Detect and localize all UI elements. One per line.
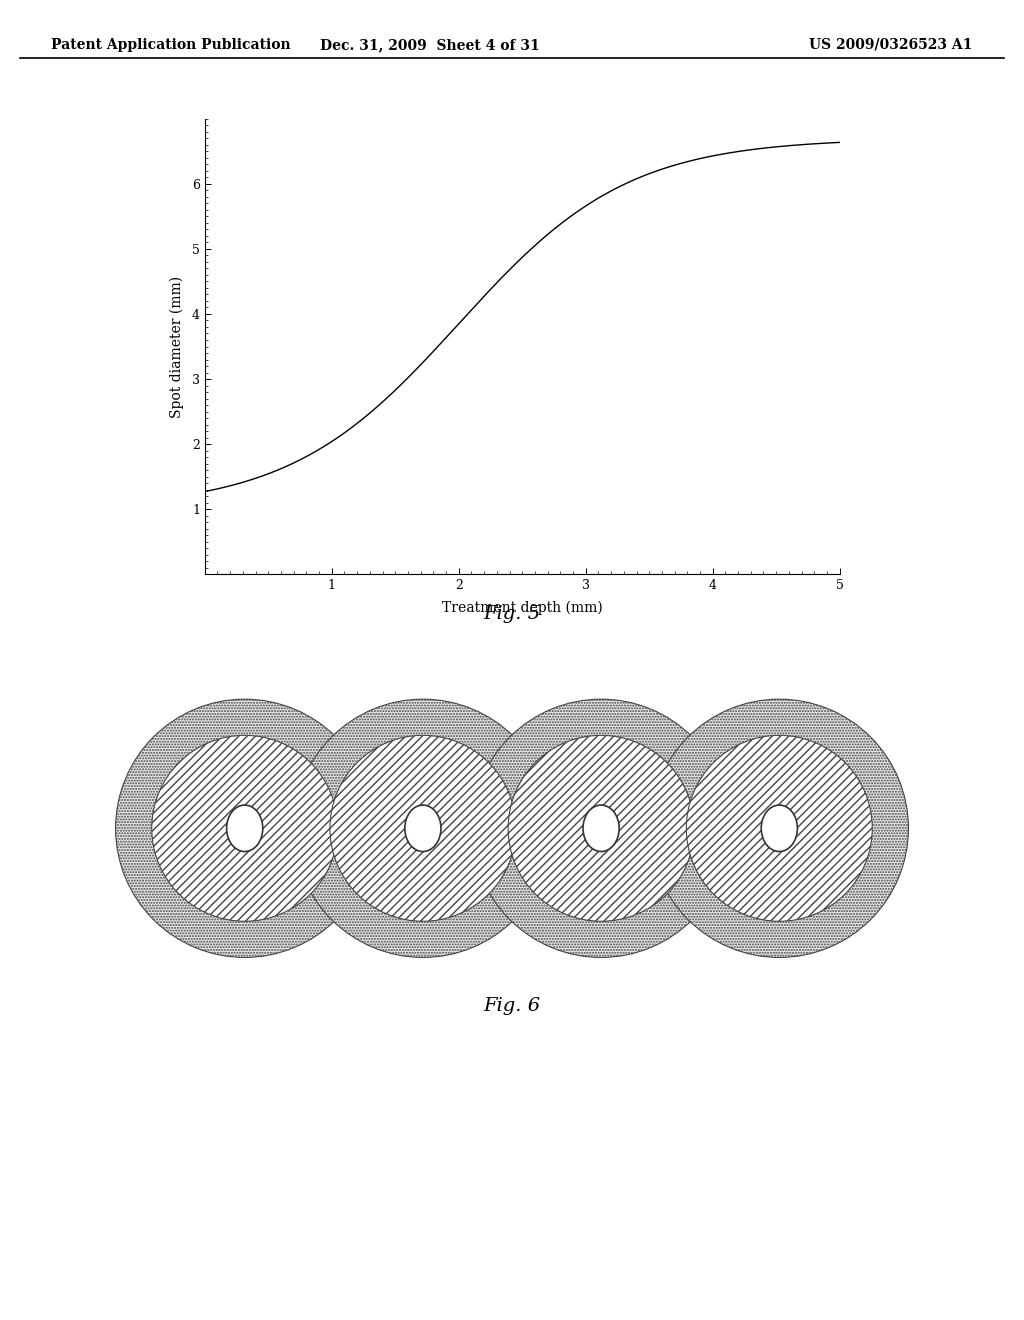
Text: Patent Application Publication: Patent Application Publication <box>51 38 291 51</box>
Text: US 2009/0326523 A1: US 2009/0326523 A1 <box>809 38 973 51</box>
Ellipse shape <box>761 805 798 851</box>
Y-axis label: Spot diameter (mm): Spot diameter (mm) <box>169 276 183 417</box>
Circle shape <box>330 735 516 921</box>
Text: Fig. 6: Fig. 6 <box>483 997 541 1015</box>
Circle shape <box>472 700 730 957</box>
Circle shape <box>152 735 338 921</box>
Text: Dec. 31, 2009  Sheet 4 of 31: Dec. 31, 2009 Sheet 4 of 31 <box>321 38 540 51</box>
Circle shape <box>650 700 908 957</box>
Circle shape <box>686 735 872 921</box>
Ellipse shape <box>583 805 620 851</box>
Circle shape <box>116 700 374 957</box>
Ellipse shape <box>404 805 441 851</box>
X-axis label: Treatment depth (mm): Treatment depth (mm) <box>442 601 602 615</box>
Circle shape <box>508 735 694 921</box>
Circle shape <box>294 700 552 957</box>
Text: Fig. 5: Fig. 5 <box>483 605 541 623</box>
Ellipse shape <box>226 805 263 851</box>
